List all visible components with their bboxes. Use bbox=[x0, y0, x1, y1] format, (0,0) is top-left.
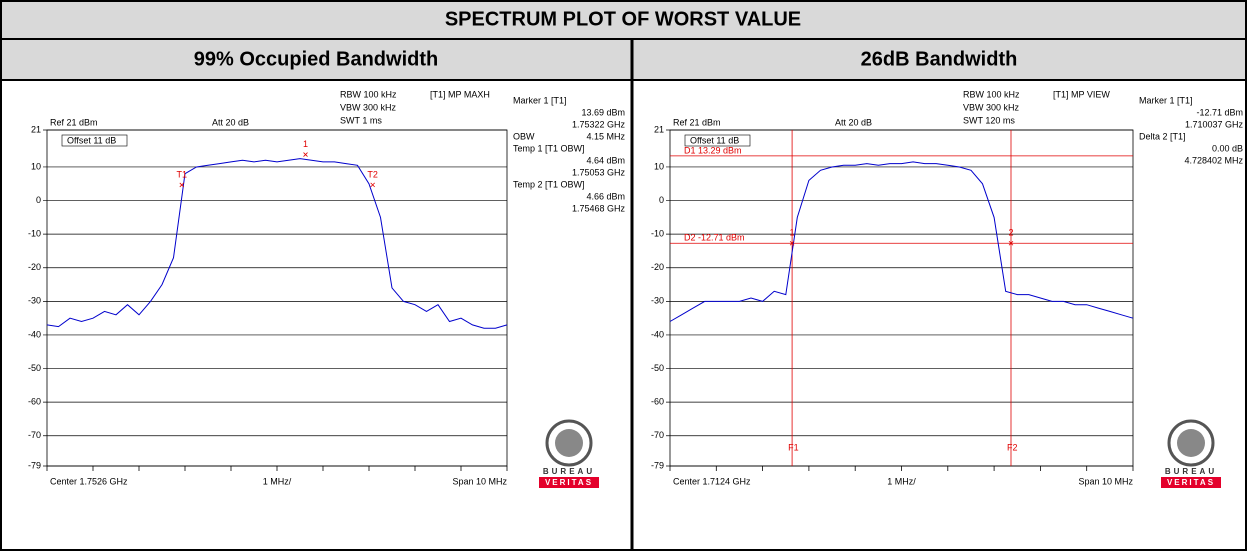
offset-box bbox=[61, 134, 128, 147]
instrument-label: Offset 11 dB bbox=[67, 135, 116, 145]
marker-label: T2 bbox=[367, 169, 378, 179]
marker-label: 2 bbox=[1008, 228, 1013, 238]
marker bbox=[370, 182, 375, 188]
marker-label: 1 bbox=[303, 139, 308, 149]
plot-frame bbox=[669, 129, 1134, 467]
logo-bar bbox=[1161, 477, 1221, 488]
y-tick-label: 0 bbox=[36, 195, 41, 205]
instrument-label: 1 MHz/ bbox=[263, 476, 292, 486]
marker-label: T1 bbox=[177, 169, 188, 179]
y-tick-label: 21 bbox=[654, 124, 664, 134]
logo-text: VERITAS bbox=[545, 478, 593, 487]
readout-value: 1.75468 GHz bbox=[572, 203, 626, 213]
display-line-label: D1 13.29 dBm bbox=[684, 145, 742, 155]
y-tick-label: -20 bbox=[28, 262, 41, 272]
instrument-label: VBW 300 kHz bbox=[963, 102, 1020, 112]
y-tick-label: -50 bbox=[28, 363, 41, 373]
plot-frame bbox=[46, 129, 508, 467]
y-tick-label: -79 bbox=[651, 460, 664, 470]
instrument-label: RBW 100 kHz bbox=[963, 89, 1020, 99]
readout-value: 4.15 MHz bbox=[586, 131, 625, 141]
y-tick-label: -70 bbox=[28, 430, 41, 440]
instrument-label: Span 10 MHz bbox=[452, 476, 507, 486]
instrument-label: [T1] MP VIEW bbox=[1053, 89, 1110, 99]
instrument-label: VBW 300 kHz bbox=[340, 102, 397, 112]
y-tick-label: -79 bbox=[28, 460, 41, 470]
instrument-label: Center 1.7124 GHz bbox=[673, 476, 751, 486]
y-tick-label: -10 bbox=[28, 229, 41, 239]
logo-seal-inner bbox=[555, 429, 583, 457]
y-tick-label: 10 bbox=[31, 161, 41, 171]
readout-value: 13.69 dBm bbox=[581, 107, 625, 117]
instrument-label: SWT 1 ms bbox=[340, 115, 382, 125]
y-tick-label: -20 bbox=[651, 262, 664, 272]
y-tick-label: 21 bbox=[31, 124, 41, 134]
y-tick-label: -60 bbox=[28, 397, 41, 407]
instrument-label: Span 10 MHz bbox=[1078, 476, 1133, 486]
readout-label: Temp 1 [T1 OBW] bbox=[513, 143, 585, 153]
readout-label: Temp 2 [T1 OBW] bbox=[513, 179, 585, 189]
instrument-label: Center 1.7526 GHz bbox=[50, 476, 128, 486]
trace bbox=[669, 161, 1134, 322]
readout-label: Delta 2 [T1] bbox=[1139, 131, 1186, 141]
readout-label: Marker 1 [T1] bbox=[1139, 95, 1193, 105]
logo-text: BUREAU bbox=[1165, 467, 1217, 476]
instrument-label: [T1] MP MAXH bbox=[430, 89, 490, 99]
frequency-line-label: F1 bbox=[788, 442, 799, 452]
readout-value: 4.66 dBm bbox=[586, 191, 625, 201]
y-tick-label: -40 bbox=[28, 329, 41, 339]
readout-value: 1.710037 GHz bbox=[1185, 119, 1244, 129]
marker bbox=[1008, 240, 1014, 246]
instrument-label: Att 20 dB bbox=[212, 117, 249, 127]
y-tick-label: -70 bbox=[651, 430, 664, 440]
trace bbox=[46, 158, 508, 329]
table-title: SPECTRUM PLOT OF WORST VALUE bbox=[445, 8, 801, 30]
instrument-label: 1 MHz/ bbox=[887, 476, 916, 486]
marker-label: 1 bbox=[790, 228, 795, 238]
marker bbox=[179, 182, 185, 188]
readout-value: 0.00 dB bbox=[1212, 143, 1243, 153]
offset-box bbox=[684, 134, 751, 147]
readout-value: 1.75322 GHz bbox=[572, 119, 626, 129]
logo-seal-inner bbox=[1177, 429, 1205, 457]
y-tick-label: -10 bbox=[651, 229, 664, 239]
y-tick-label: -40 bbox=[651, 329, 664, 339]
marker bbox=[789, 240, 795, 246]
readout-label: Marker 1 [T1] bbox=[513, 95, 567, 105]
y-tick-label: -60 bbox=[651, 397, 664, 407]
frequency-line-label: F2 bbox=[1007, 442, 1018, 452]
logo-text: BUREAU bbox=[543, 467, 595, 476]
y-tick-label: 10 bbox=[654, 161, 664, 171]
logo-bar bbox=[539, 477, 599, 488]
readout-value: -12.71 dBm bbox=[1196, 107, 1243, 117]
marker bbox=[303, 152, 308, 157]
y-tick-label: -50 bbox=[651, 363, 664, 373]
instrument-label: Ref 21 dBm bbox=[50, 117, 98, 127]
instrument-label: Att 20 dB bbox=[835, 117, 872, 127]
column-header: 99% Occupied Bandwidth bbox=[194, 48, 438, 70]
y-tick-label: -30 bbox=[651, 296, 664, 306]
logo-text: VERITAS bbox=[1167, 478, 1215, 487]
display-line-label: D2 -12.71 dBm bbox=[684, 233, 745, 243]
readout-value: 1.75053 GHz bbox=[572, 167, 626, 177]
instrument-label: Ref 21 dBm bbox=[673, 117, 721, 127]
y-tick-label: -30 bbox=[28, 296, 41, 306]
column-header: 26dB Bandwidth bbox=[861, 48, 1018, 70]
readout-value: 4.728402 MHz bbox=[1184, 155, 1243, 165]
y-tick-label: 0 bbox=[659, 195, 664, 205]
instrument-label: SWT 120 ms bbox=[963, 115, 1015, 125]
readout-label: OBW bbox=[513, 131, 535, 141]
readout-value: 4.64 dBm bbox=[586, 155, 625, 165]
instrument-label: Offset 11 dB bbox=[690, 135, 739, 145]
instrument-label: RBW 100 kHz bbox=[340, 89, 397, 99]
